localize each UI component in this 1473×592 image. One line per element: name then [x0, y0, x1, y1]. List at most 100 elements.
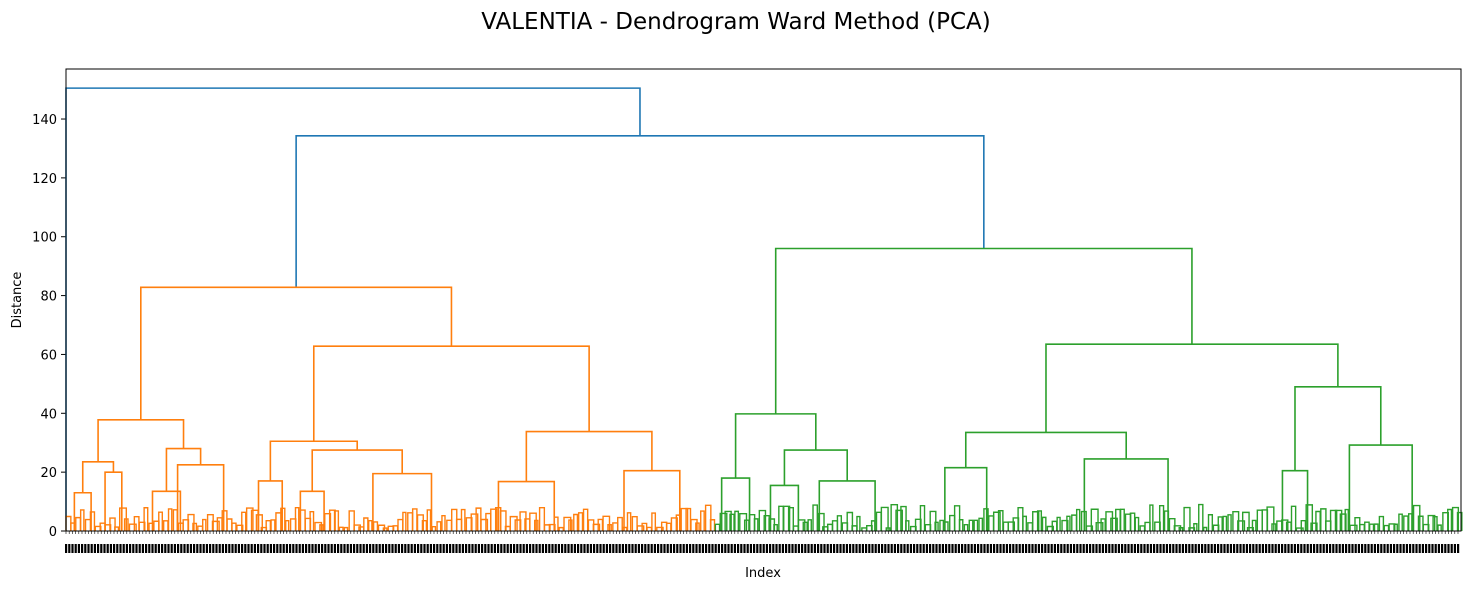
leaf-tick-label — [1329, 544, 1332, 553]
leaf-link — [538, 506, 546, 531]
leaf-tick-label — [289, 544, 292, 553]
leaf-tick-label — [794, 544, 797, 553]
dendrogram-link — [734, 413, 817, 479]
leaf-link — [1110, 517, 1118, 531]
leaf-link — [690, 518, 698, 531]
leaf-tick-label — [1159, 544, 1162, 553]
dendrogram-link — [312, 345, 590, 442]
leaf-tick-label — [647, 544, 650, 553]
leaf-tick-label — [1367, 544, 1370, 553]
dendrogram-link — [1045, 343, 1339, 433]
leaf-link — [714, 523, 721, 531]
leaf-link — [519, 511, 527, 531]
leaf-tick-label — [1204, 544, 1207, 553]
leaf-link — [895, 509, 903, 531]
leaf-tick-label — [909, 544, 912, 553]
leaf-tick-label — [449, 544, 452, 553]
leaf-link — [1285, 521, 1292, 531]
leaf-link — [499, 510, 507, 531]
leaf-link — [1383, 524, 1390, 531]
leaf-tick-label — [804, 544, 807, 553]
leaf-tick-label — [823, 544, 826, 553]
leaf-link — [753, 518, 759, 531]
leaf-tick-label — [161, 544, 164, 553]
leaf-tick-label — [1162, 544, 1165, 553]
leaf-link — [79, 509, 85, 531]
leaf-link — [1447, 508, 1453, 531]
leaf-tick-label — [970, 544, 973, 553]
leaf-link — [919, 505, 926, 531]
leaf-tick-label — [199, 544, 202, 553]
leaf-tick-label — [1015, 544, 1018, 553]
leaf-tick-label — [973, 544, 976, 553]
leaf-link — [309, 511, 315, 531]
leaf-tick-label — [884, 544, 887, 553]
leaf-tick-label — [1290, 544, 1293, 553]
leaf-link — [1129, 512, 1136, 531]
leaf-tick-label — [820, 544, 823, 553]
leaf-tick-label — [218, 544, 221, 553]
leaf-tick-label — [666, 544, 669, 553]
leaf-tick-label — [509, 544, 512, 553]
leaf-tick-label — [1111, 544, 1114, 553]
leaf-tick-label — [897, 544, 900, 553]
leaf-tick-label — [1335, 544, 1338, 553]
leaf-tick-label — [1133, 544, 1136, 553]
leaf-link — [338, 526, 344, 531]
leaf-tick-label — [1121, 544, 1124, 553]
leaf-link — [1246, 527, 1254, 531]
leaf-tick-label — [977, 544, 980, 553]
leaf-tick-label — [215, 544, 218, 553]
leaf-link — [206, 514, 214, 531]
leaf-link — [1202, 526, 1208, 531]
leaf-tick-label — [106, 544, 109, 553]
leaf-tick-label — [890, 544, 893, 553]
leaf-tick-label — [705, 544, 708, 553]
leaf-tick-label — [996, 544, 999, 553]
leaf-tick-label — [173, 544, 176, 553]
leaf-tick-label — [954, 544, 957, 553]
leaf-tick-label — [868, 544, 871, 553]
leaf-tick-label — [177, 544, 180, 553]
leaf-tick-label — [93, 544, 96, 553]
leaf-tick-label — [346, 544, 349, 553]
leaf-tick-label — [1031, 544, 1034, 553]
leaf-link — [1334, 509, 1343, 531]
leaf-tick-label — [679, 544, 682, 553]
leaf-link — [368, 520, 373, 531]
leaf-tick-label — [1095, 544, 1098, 553]
leaf-tick-label — [573, 544, 576, 553]
plot-frame — [65, 68, 1462, 532]
leaf-link — [392, 525, 399, 531]
leaf-tick-label — [826, 544, 829, 553]
leaf-link — [89, 511, 96, 531]
leaf-link — [1227, 514, 1232, 531]
leaf-tick-label — [1447, 544, 1450, 553]
leaf-link — [704, 504, 712, 531]
leaf-link — [167, 508, 173, 531]
leaf-tick-label — [753, 544, 756, 553]
leaf-tick-label — [481, 544, 484, 553]
leaf-tick-label — [157, 544, 160, 553]
leaf-link — [402, 511, 407, 531]
leaf-tick-label — [327, 544, 330, 553]
leaf-tick-label — [913, 544, 916, 553]
leaf-link — [988, 515, 995, 531]
leaf-tick-label — [765, 544, 768, 553]
leaf-fuzz — [65, 503, 1463, 531]
leaf-tick-label — [548, 544, 551, 553]
leaf-tick-label — [1377, 544, 1380, 553]
leaf-link — [333, 510, 340, 531]
leaf-link — [202, 518, 207, 531]
leaf-tick-label — [1421, 544, 1424, 553]
leaf-link — [675, 514, 681, 531]
leaf-tick-label — [266, 544, 269, 553]
leaf-tick-label — [791, 544, 794, 553]
dendrogram-link — [140, 286, 453, 420]
leaf-tick-label — [1194, 544, 1197, 553]
leaf-tick-label — [81, 544, 84, 553]
leaf-tick-label — [1245, 544, 1248, 553]
leaf-tick-label — [551, 544, 554, 553]
leaf-tick-label — [465, 544, 468, 553]
leaf-link — [553, 516, 559, 531]
